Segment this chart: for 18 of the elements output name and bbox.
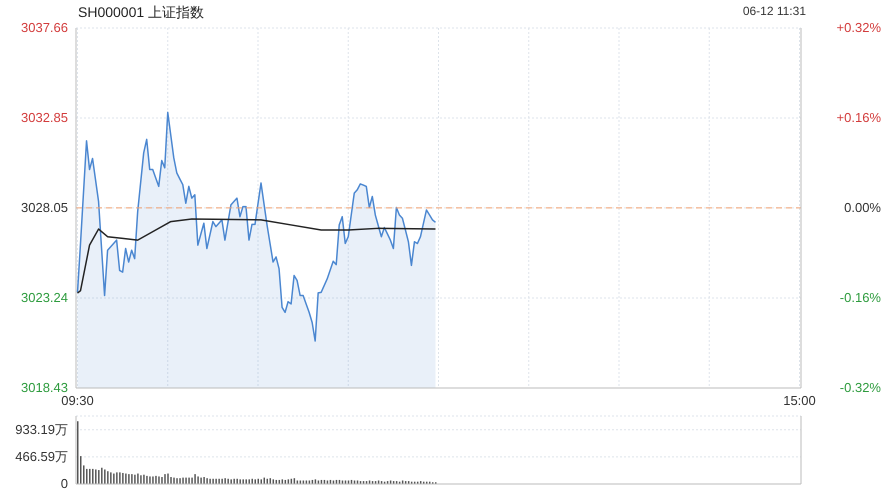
- y2-tick-label: +0.16%: [836, 110, 882, 125]
- y2-tick-label: 0.00%: [844, 200, 882, 215]
- y-tick-label: 3023.24: [21, 290, 68, 305]
- y-tick-label: 3037.66: [21, 20, 68, 35]
- y2-tick-label: -0.16%: [840, 290, 882, 305]
- y-tick-label: 3018.43: [21, 380, 68, 395]
- y2-tick-label: -0.32%: [840, 380, 882, 395]
- y-tick-label: 466.59万: [15, 448, 68, 464]
- text: 06-12 11:31: [742, 4, 806, 18]
- y-tick-label: 3028.05: [21, 200, 68, 215]
- x-tick-label: 15:00: [783, 393, 816, 408]
- y2-tick-label: +0.32%: [836, 20, 882, 35]
- line-series: [76, 218, 436, 294]
- y-tick-label: 933.19万: [15, 422, 68, 437]
- y-tick-label: 3032.85: [21, 110, 68, 126]
- x-tick-label: 09:30: [61, 393, 94, 408]
- chart-title: SH000001 上证指数: [78, 4, 204, 22]
- y-tick-label: 0: [60, 476, 68, 491]
